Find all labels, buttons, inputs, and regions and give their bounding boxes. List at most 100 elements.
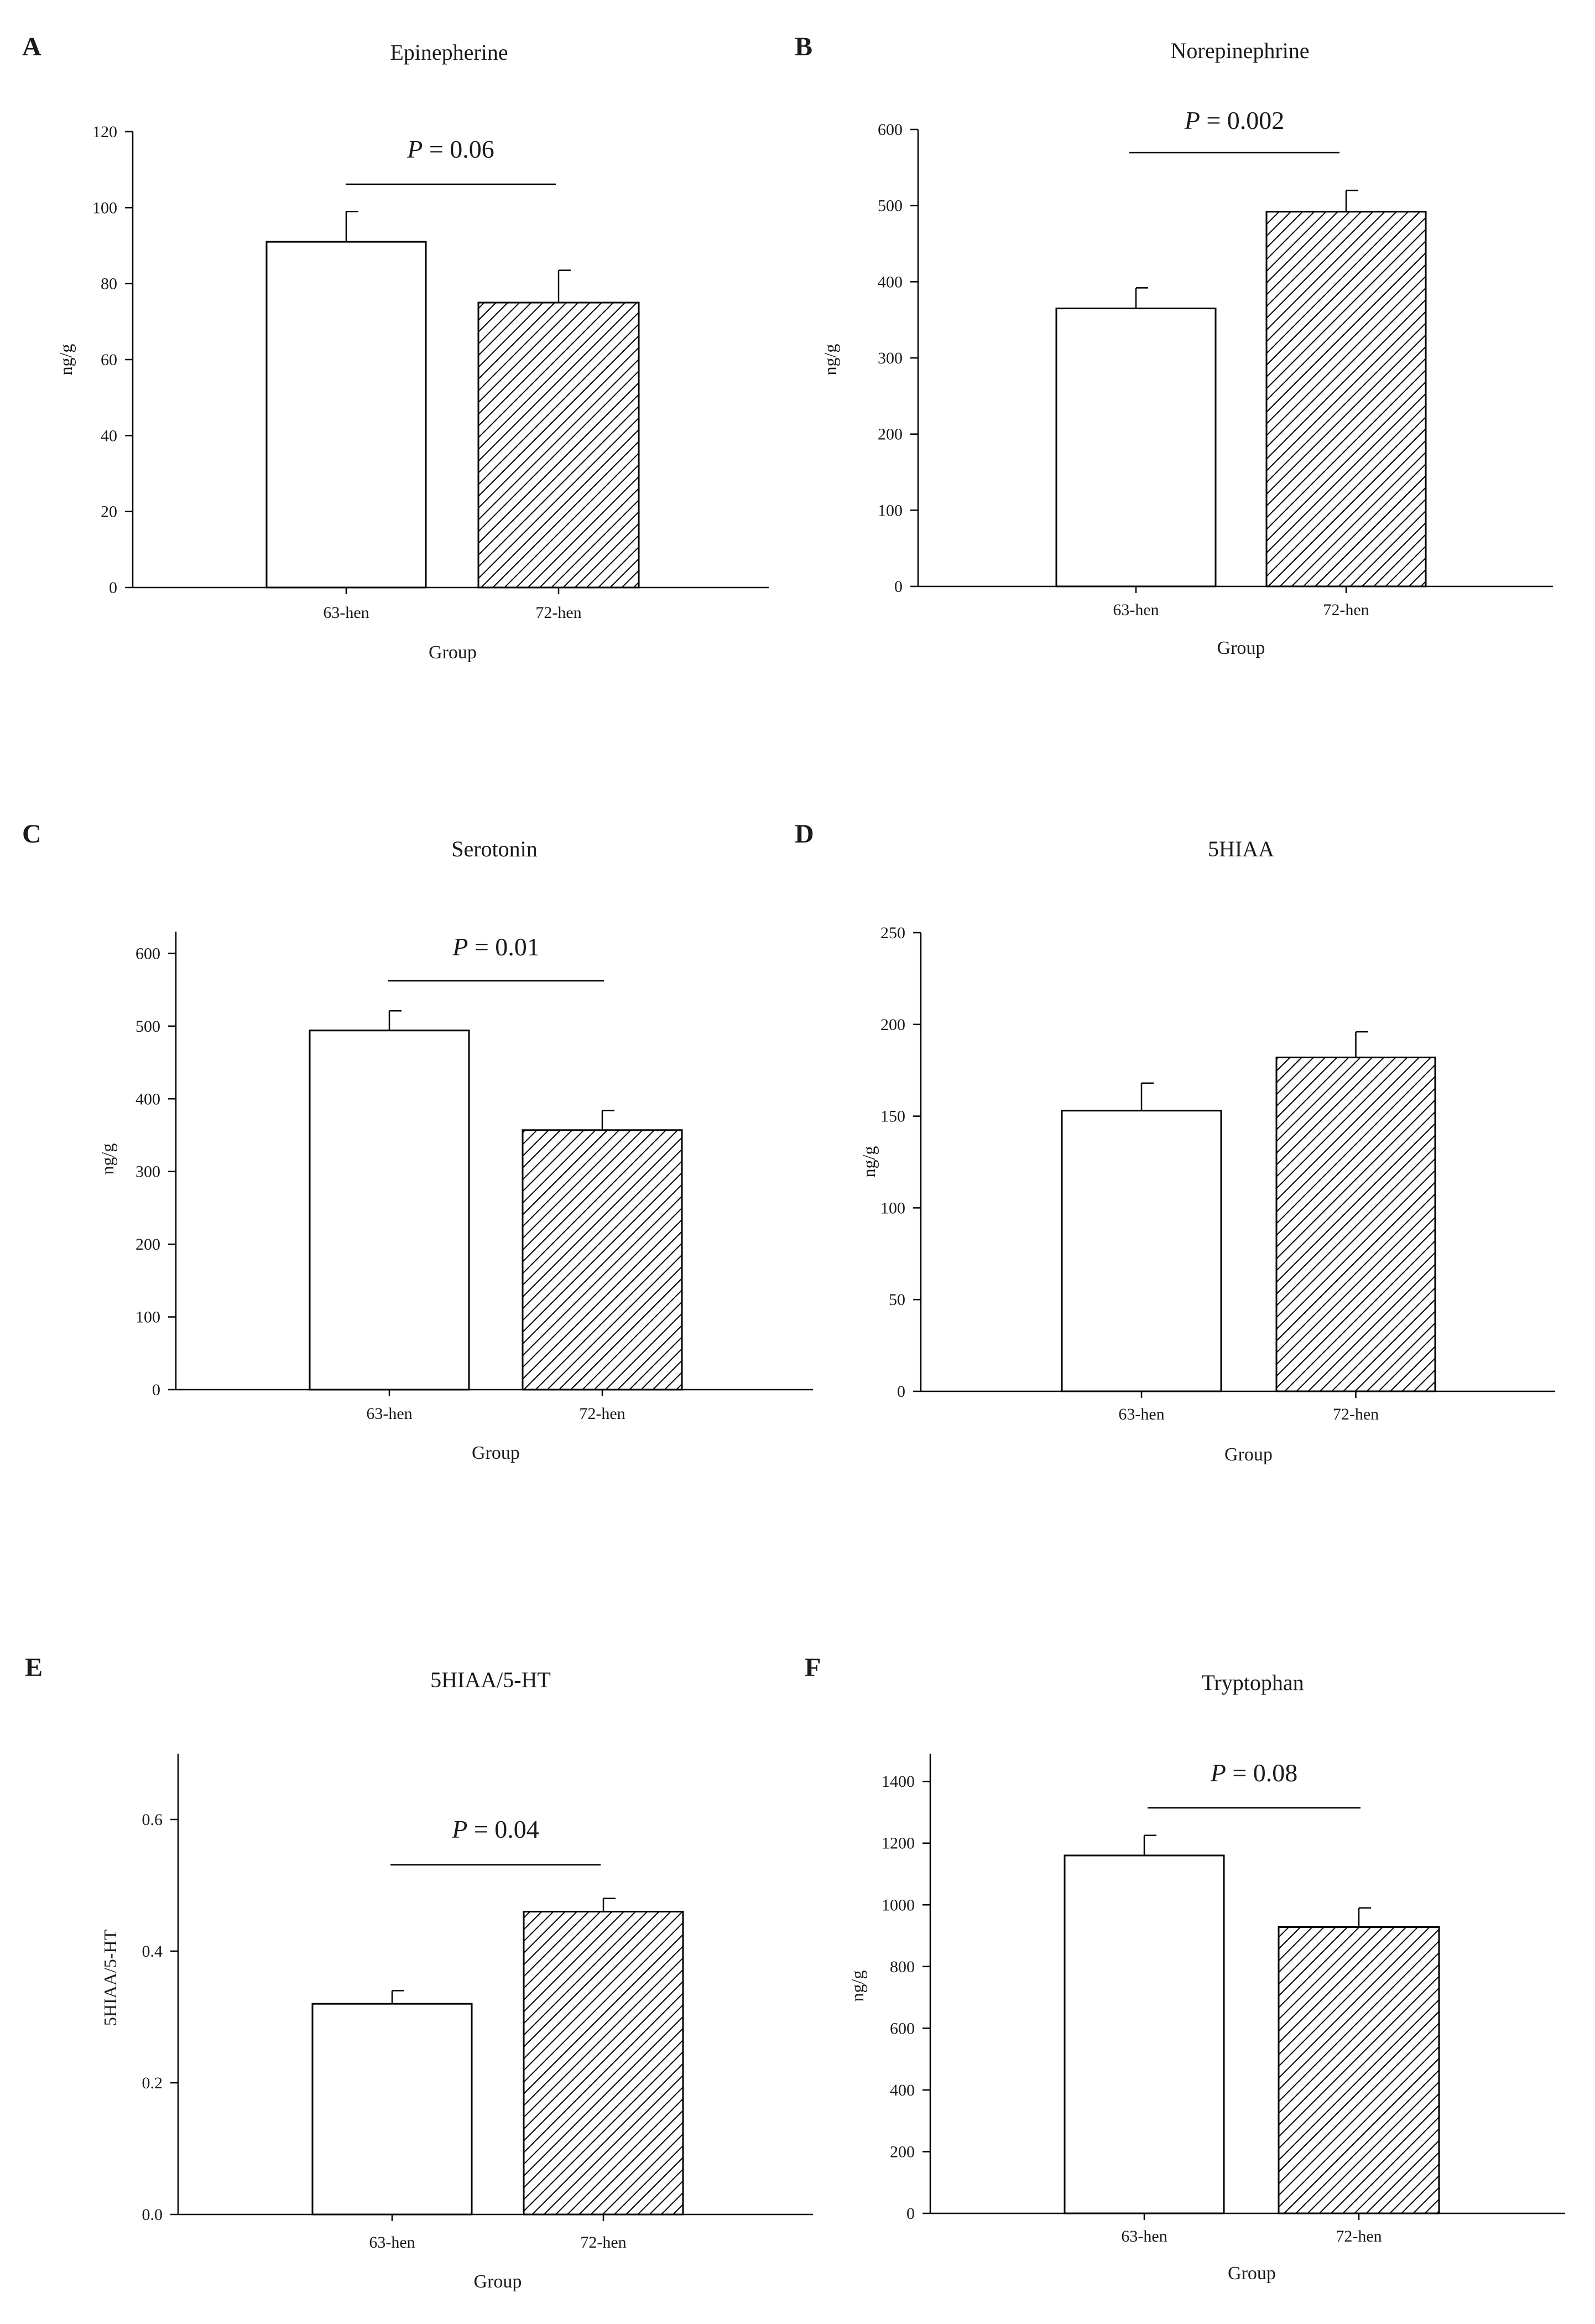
y-axis-title: ng/g — [820, 344, 840, 376]
bar-72-hen — [1278, 1926, 1440, 2214]
bar-72-hen — [477, 301, 640, 589]
y-tick-label: 250 — [880, 924, 905, 942]
y-tick-label: 200 — [135, 1235, 160, 1254]
panel-e: E 5HIAA/5-HT 0.0 0.2 0.4 0.6 63-hen 72-hen Group… — [25, 1653, 813, 2292]
x-axis-title: Group — [474, 2271, 522, 2292]
y-tick-label: 80 — [101, 275, 117, 293]
y-tick-label: 0 — [152, 1381, 160, 1399]
y-tick-label: 400 — [878, 273, 903, 291]
x-axis-title: Group — [472, 1443, 520, 1463]
p-value-label: P = 0.01 — [452, 933, 540, 961]
chart-title: Epinepherine — [390, 40, 508, 65]
x-tick-label: 63-hen — [323, 604, 369, 622]
p-value-text: = 0.06 — [423, 135, 494, 163]
y-tick-label: 0 — [894, 578, 903, 596]
x-tick-label: 63-hen — [369, 2233, 415, 2252]
chart-title: 5HIAA — [1208, 836, 1274, 861]
chart-title: 5HIAA/5-HT — [430, 1667, 551, 1692]
bar-72-hen — [522, 1129, 683, 1391]
x-tick-label: 72-hen — [579, 1405, 625, 1423]
x-tick-label: 72-hen — [1336, 2227, 1382, 2245]
y-tick-label: 100 — [880, 1199, 905, 1217]
panels-group: A Epinepherine 0 20 40 60 80 100 120 63-hen 72-hen… — [22, 32, 1565, 2292]
y-tick-label: 0 — [906, 2205, 915, 2223]
panel-d: D 5HIAA 0 50 100 150 200 250 63-hen 72-hen Group ng… — [795, 819, 1555, 1465]
bar-63-hen — [265, 241, 427, 589]
p-value-label: P = 0.08 — [1210, 1759, 1298, 1787]
y-axis-title: 5HIAA/5-HT — [100, 1929, 120, 2026]
panel-letter: F — [805, 1653, 821, 1682]
p-value-text: = 0.002 — [1200, 106, 1284, 134]
y-tick-label: 600 — [878, 121, 903, 139]
y-axis-title: ng/g — [859, 1146, 879, 1178]
y-tick-label: 0.0 — [142, 2206, 163, 2224]
p-symbol: P — [406, 135, 423, 163]
bar-63-hen — [1061, 1110, 1222, 1392]
bar-63-hen — [311, 2003, 473, 2216]
p-value-text: = 0.08 — [1226, 1759, 1297, 1787]
y-tick-label: 200 — [890, 2143, 915, 2161]
y-tick-label: 500 — [878, 197, 903, 215]
y-axis-title: ng/g — [56, 344, 76, 376]
y-tick-label: 300 — [878, 349, 903, 367]
y-tick-label: 0 — [109, 579, 117, 597]
y-tick-label: 600 — [135, 944, 160, 963]
x-axis-title: Group — [1228, 2263, 1276, 2284]
p-symbol: P — [451, 1815, 467, 1843]
x-tick-label: 72-hen — [1323, 601, 1369, 619]
y-tick-label: 1000 — [882, 1896, 915, 1914]
y-tick-label: 0.2 — [142, 2074, 163, 2092]
bar-72-hen — [523, 1911, 684, 2216]
y-tick-label: 0.6 — [142, 1811, 163, 1829]
x-tick-label: 63-hen — [1121, 2227, 1167, 2245]
y-tick-label: 50 — [889, 1291, 905, 1309]
panel-letter: C — [22, 819, 41, 849]
y-tick-label: 400 — [890, 2081, 915, 2099]
y-tick-label: 600 — [890, 2019, 915, 2037]
panel-letter: B — [795, 32, 812, 61]
y-tick-label: 500 — [135, 1017, 160, 1036]
p-symbol: P — [1184, 106, 1200, 134]
y-tick-label: 300 — [135, 1163, 160, 1181]
y-tick-label: 20 — [101, 503, 117, 521]
panel-b: B Norepinephrine 0 100 200 300 400 500 600 63-hen… — [795, 32, 1553, 658]
x-tick-label: 72-hen — [580, 2233, 626, 2252]
p-symbol: P — [452, 933, 468, 961]
y-tick-label: 0 — [897, 1382, 905, 1401]
y-tick-label: 0.4 — [142, 1942, 163, 1961]
x-axis-title: Group — [429, 642, 477, 663]
p-value-text: = 0.01 — [468, 933, 539, 961]
p-value-label: P = 0.04 — [451, 1815, 539, 1843]
chart-title: Serotonin — [451, 836, 538, 861]
y-axis-title: ng/g — [97, 1143, 117, 1175]
y-axis-title: ng/g — [847, 1971, 867, 2002]
x-axis-title: Group — [1224, 1444, 1273, 1465]
y-tick-label: 200 — [880, 1016, 905, 1034]
y-tick-label: 800 — [890, 1958, 915, 1976]
x-axis-title: Group — [1217, 638, 1265, 658]
x-tick-label: 72-hen — [535, 604, 581, 622]
bar-63-hen — [309, 1030, 470, 1391]
y-tick-label: 100 — [878, 501, 903, 519]
y-tick-label: 100 — [135, 1308, 160, 1327]
y-tick-label: 200 — [878, 425, 903, 444]
panel-letter: A — [22, 32, 41, 61]
x-tick-label: 72-hen — [1333, 1405, 1379, 1423]
x-tick-label: 63-hen — [366, 1405, 412, 1423]
y-tick-label: 400 — [135, 1090, 160, 1108]
y-tick-label: 1400 — [882, 1772, 915, 1791]
y-tick-label: 120 — [92, 123, 117, 141]
p-symbol: P — [1210, 1759, 1226, 1787]
y-tick-label: 1200 — [882, 1834, 915, 1853]
chart-title: Norepinephrine — [1170, 38, 1309, 63]
panel-a: A Epinepherine 0 20 40 60 80 100 120 63-hen 72-hen… — [22, 32, 769, 663]
panel-c: C Serotonin 0 100 200 300 400 500 600 63-hen 72-he… — [22, 819, 813, 1463]
chart-title: Tryptophan — [1201, 1670, 1304, 1695]
bar-72-hen — [1275, 1056, 1436, 1392]
panel-f: F Tryptophan 0 200 400 600 800 1000 1200 1400 63-h… — [805, 1653, 1565, 2284]
panel-letter: E — [25, 1653, 43, 1682]
x-tick-label: 63-hen — [1118, 1405, 1164, 1423]
p-value-text: = 0.04 — [467, 1815, 539, 1843]
x-tick-label: 63-hen — [1113, 601, 1159, 619]
